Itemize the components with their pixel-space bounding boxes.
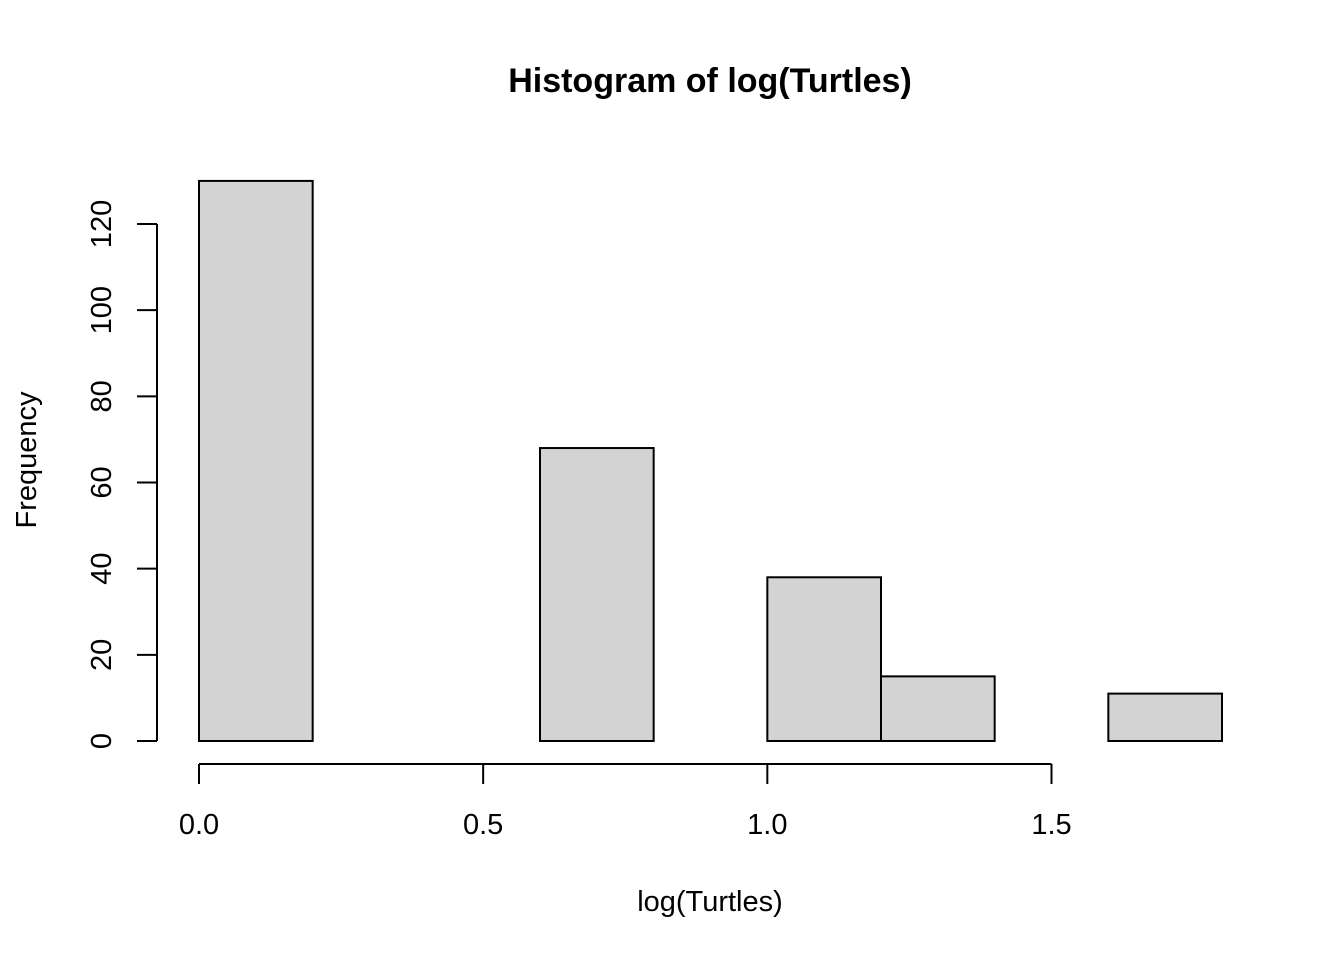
x-axis-label: log(Turtles) — [637, 886, 783, 918]
x-tick-label: 1.0 — [747, 809, 787, 841]
bars-layer — [198, 179, 1224, 743]
y-tick-label: 120 — [86, 200, 118, 248]
x-tick-label: 0.5 — [463, 809, 503, 841]
y-tick-label: 60 — [86, 466, 118, 498]
x-tick-label: 0.0 — [179, 809, 219, 841]
histogram-bar — [1107, 692, 1224, 743]
y-tick-label: 40 — [86, 553, 118, 585]
y-tick-label: 20 — [86, 639, 118, 671]
histogram-bar — [766, 576, 882, 742]
histogram-bar — [198, 179, 314, 742]
histogram-bar — [539, 447, 655, 742]
y-axis-label: Frequency — [11, 391, 43, 529]
histogram-bar — [880, 675, 996, 742]
y-tick-label: 80 — [86, 380, 118, 412]
y-tick-label: 0 — [86, 733, 118, 749]
y-tick-label: 100 — [86, 286, 118, 334]
y-axis: 0 20 40 60 80 100 120 — [86, 200, 158, 749]
x-axis: 0.0 0.5 1.0 1.5 — [179, 763, 1072, 841]
chart-title: Histogram of log(Turtles) — [508, 62, 912, 100]
x-tick-label: 1.5 — [1031, 809, 1071, 841]
